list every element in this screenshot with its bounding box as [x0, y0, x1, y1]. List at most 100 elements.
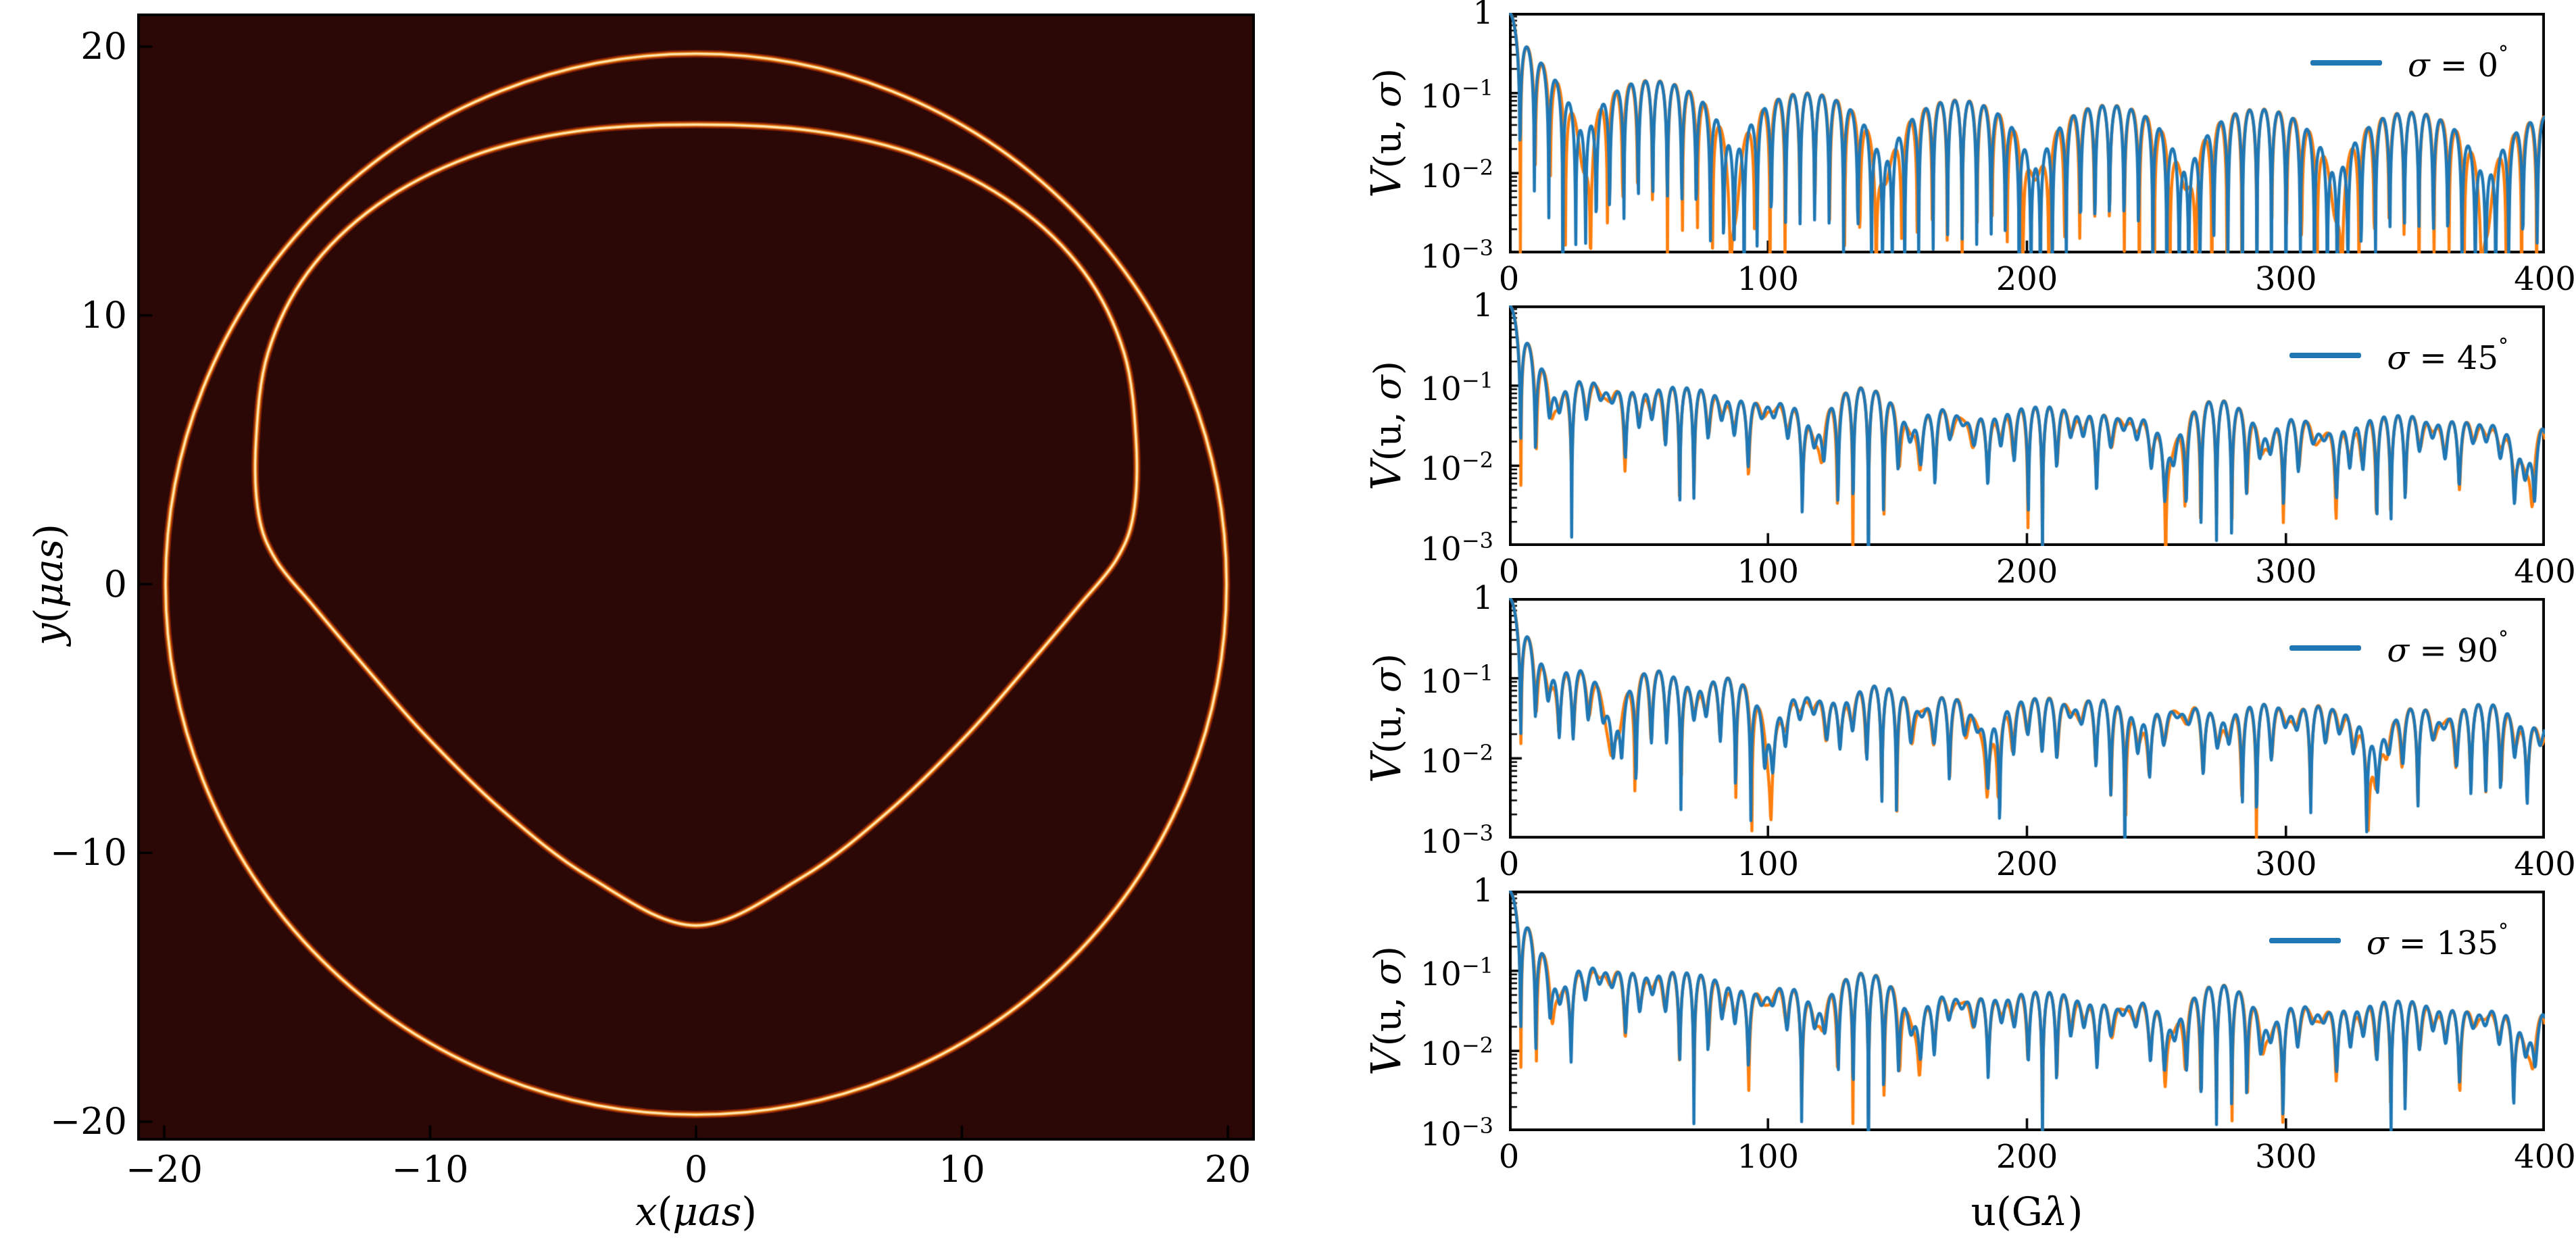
tick-exponent: −1 — [1461, 367, 1493, 393]
legend-line-sample — [2269, 938, 2341, 943]
tick-exponent: −1 — [1461, 660, 1493, 686]
tick-exponent: −1 — [1461, 952, 1493, 978]
label-part: ) — [1366, 946, 1409, 961]
legend-label: σ = 45° — [2387, 334, 2508, 377]
legend-value: = 0 — [2429, 47, 2498, 84]
label-part: ) — [1366, 653, 1409, 668]
x-tick-label: 200 — [1996, 553, 2058, 591]
y-tick-label: 10 — [80, 293, 127, 337]
legend-label: σ = 90° — [2387, 629, 2508, 670]
label-part: μ — [672, 1189, 699, 1235]
tick-mantissa: 10 — [1420, 77, 1462, 116]
tick-mantissa: 10 — [1420, 1035, 1462, 1074]
x-tick-label: 300 — [2254, 553, 2317, 591]
tick-mantissa: 10 — [1420, 157, 1462, 196]
x-axis-label: u(Gλ) — [1971, 1192, 2083, 1231]
label-part: (u, — [1366, 693, 1409, 754]
degree-symbol: ° — [2498, 42, 2508, 66]
label-part: ) — [26, 523, 72, 539]
y-axis-label: y(μas) — [26, 523, 72, 645]
label-part: V — [1362, 1046, 1410, 1076]
y-axis-label: V(u, σ) — [1362, 653, 1410, 783]
visibility-panel-canvas-sigma-90 — [1509, 598, 2545, 839]
tick-mantissa: 10 — [1420, 823, 1462, 861]
blackhole-image-canvas — [137, 14, 1255, 1141]
y-tick-label: 1 — [1358, 582, 1493, 614]
x-tick-label: 100 — [1737, 1138, 1800, 1176]
x-tick-label: 0 — [1498, 1138, 1520, 1176]
y-tick-label: 10−3 — [1358, 237, 1493, 273]
label-part: V — [1362, 461, 1410, 491]
label-part: V — [1362, 753, 1410, 783]
sigma-symbol: σ — [2387, 339, 2410, 377]
y-tick-label: 0 — [103, 562, 127, 605]
y-tick-label: 10−2 — [1358, 1035, 1493, 1070]
legend: σ = 135° — [2269, 922, 2508, 960]
degree-symbol: ° — [2498, 334, 2508, 358]
tick-exponent: −3 — [1461, 528, 1493, 553]
tick-mantissa: 10 — [1420, 1116, 1462, 1153]
y-tick-label: −20 — [50, 1100, 127, 1143]
x-tick-label: 400 — [2514, 553, 2576, 591]
tick-exponent: −3 — [1461, 1113, 1493, 1139]
tick-mantissa: 10 — [1420, 743, 1462, 781]
label-part: μ — [26, 582, 72, 608]
tick-mantissa: 1 — [1472, 579, 1493, 617]
y-tick-label: −10 — [50, 831, 127, 874]
label-part: ( — [26, 607, 72, 623]
y-tick-label: 10−1 — [1358, 77, 1493, 113]
label-part: σ — [1366, 82, 1409, 108]
x-tick-label: 10 — [939, 1148, 985, 1191]
tick-mantissa: 10 — [1420, 238, 1462, 276]
legend-label: σ = 0° — [2408, 44, 2508, 82]
label-part: λ — [2042, 1189, 2068, 1235]
label-part: y — [26, 622, 72, 645]
tick-mantissa: 1 — [1472, 0, 1493, 32]
tick-exponent: −2 — [1461, 740, 1493, 766]
label-part: ) — [1366, 361, 1409, 376]
x-tick-label: 300 — [2254, 260, 2317, 298]
visibility-panel-canvas-sigma-45 — [1509, 305, 2545, 546]
tick-mantissa: 1 — [1472, 872, 1493, 910]
label-part: ) — [741, 1189, 758, 1235]
tick-mantissa: 10 — [1420, 662, 1462, 701]
tick-exponent: −3 — [1461, 235, 1493, 261]
label-part: ( — [657, 1189, 673, 1235]
sigma-symbol: σ — [2366, 924, 2389, 962]
y-axis-label: V(u, σ) — [1362, 68, 1410, 198]
x-tick-label: 300 — [2254, 1138, 2317, 1176]
tick-mantissa: 10 — [1420, 955, 1462, 993]
tick-exponent: −2 — [1461, 155, 1493, 181]
x-tick-label: 400 — [2514, 1138, 2576, 1176]
y-tick-label: 10−3 — [1358, 1115, 1493, 1151]
label-part: as — [698, 1189, 742, 1235]
label-part: σ — [1366, 960, 1409, 986]
x-tick-label: −10 — [391, 1148, 469, 1191]
label-part: V — [1362, 168, 1410, 198]
x-tick-label: 100 — [1737, 553, 1800, 591]
label-part: ) — [2067, 1189, 2083, 1235]
legend: σ = 90° — [2289, 629, 2508, 667]
y-tick-label: 10−3 — [1358, 822, 1493, 858]
sigma-symbol: σ — [2407, 47, 2430, 84]
x-tick-label: 0 — [684, 1148, 708, 1191]
legend-value: = 90 — [2409, 632, 2498, 670]
label-part: (G — [1996, 1189, 2043, 1235]
degree-symbol: ° — [2498, 920, 2508, 943]
legend-line-sample — [2289, 645, 2362, 651]
y-tick-label: 10−1 — [1358, 955, 1493, 991]
legend: σ = 45° — [2289, 337, 2508, 374]
x-tick-label: 0 — [1498, 260, 1520, 298]
label-part: (u, — [1366, 985, 1409, 1047]
label-part: σ — [1366, 668, 1409, 693]
x-tick-label: 100 — [1737, 260, 1800, 298]
tick-mantissa: 10 — [1420, 370, 1462, 408]
y-tick-label: 10−1 — [1358, 370, 1493, 405]
x-tick-label: 200 — [1996, 845, 2058, 883]
tick-exponent: −1 — [1461, 74, 1493, 101]
legend-line-sample — [2289, 353, 2362, 358]
tick-mantissa: 1 — [1472, 287, 1493, 324]
x-axis-label: x(μas) — [635, 1192, 757, 1231]
label-part: u — [1971, 1189, 1996, 1235]
